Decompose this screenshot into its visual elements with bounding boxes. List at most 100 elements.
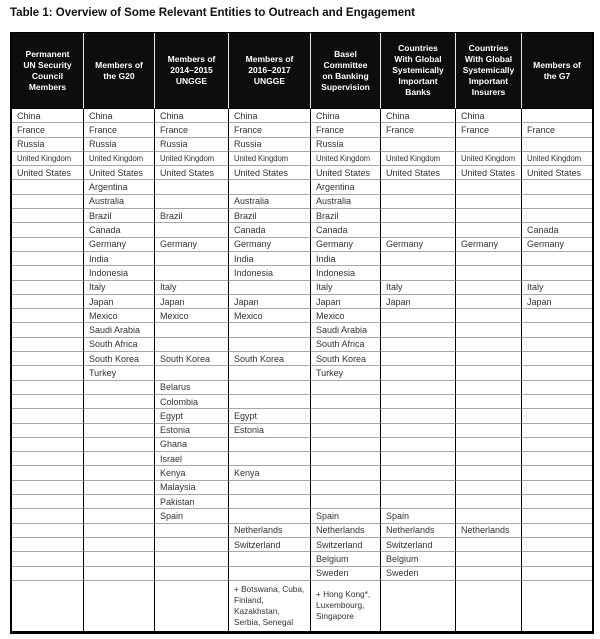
table-row: Netherlands Netherlands Netherlands Netherl… (12, 523, 592, 538)
table-cell: Japan (311, 294, 381, 310)
table-cell: Australia (311, 194, 381, 210)
table-cell: France (12, 123, 84, 138)
table-cell (229, 380, 311, 395)
table-cell: United Kingdom (456, 151, 522, 167)
table-cell (381, 180, 456, 195)
table-cell: Italy (522, 281, 592, 295)
table-cell: + Botswana, Cuba, Finland, Kazakhstan, S… (229, 580, 311, 631)
table-cell (155, 537, 229, 553)
table-cell (12, 194, 84, 210)
table-row: Germany Germany Germany Germany Germany Germa… (12, 237, 592, 252)
table-cell (456, 352, 522, 367)
table-cell: Spain (311, 509, 381, 524)
table-row: Japan Japan Japan Japan Japan Japan (12, 294, 592, 310)
table-cell (456, 223, 522, 238)
table-cell: South Korea (229, 352, 311, 367)
table-cell: Brazil (311, 209, 381, 224)
table-cell (229, 437, 311, 453)
table-cell: Egypt (155, 409, 229, 424)
table-cell (155, 366, 229, 381)
table-cell (381, 223, 456, 238)
table-cell: Russia (311, 137, 381, 152)
table-cell (229, 394, 311, 410)
table-cell (311, 423, 381, 438)
table-cell (84, 409, 155, 424)
table-cell (12, 223, 84, 238)
table-cell: Belgium (381, 552, 456, 567)
table-cell (311, 437, 381, 453)
table-cell: South Africa (84, 337, 155, 353)
table-cell (84, 380, 155, 395)
table-row: Ghana (12, 437, 592, 453)
table-cell: China (381, 109, 456, 124)
table-cell (229, 480, 311, 496)
table-cell: United Kingdom (12, 151, 84, 167)
table-cell: Mexico (311, 309, 381, 324)
table-cell: United States (522, 166, 592, 181)
table-cell (456, 423, 522, 438)
table-cell (229, 452, 311, 467)
table-cell (12, 437, 84, 453)
table-cell (381, 480, 456, 496)
table-cell: Germany (155, 237, 229, 252)
table-cell: United Kingdom (311, 151, 381, 167)
table-cell (522, 138, 592, 152)
table-cell (84, 437, 155, 453)
table-cell: Italy (311, 280, 381, 295)
table-cell (12, 423, 84, 438)
table-row: United States United States United States U… (12, 166, 592, 181)
table-cell: Germany (381, 237, 456, 252)
table-cell: United States (12, 166, 84, 181)
table-cell: Colombia (155, 394, 229, 410)
table-cell (381, 323, 456, 338)
table-cell (456, 309, 522, 324)
table-cell: Indonesia (229, 266, 311, 281)
table-cell (522, 109, 592, 124)
table-cell (12, 480, 84, 496)
table-cell: Japan (381, 294, 456, 310)
table-cell (456, 409, 522, 424)
table-cell (12, 366, 84, 381)
table-cell (456, 452, 522, 467)
table-cell: South Korea (311, 352, 381, 367)
table-cell: United Kingdom (155, 151, 229, 167)
table-cell (84, 523, 155, 538)
table-cell (456, 294, 522, 310)
table-cell (381, 366, 456, 381)
table-cell (84, 452, 155, 467)
table-row: South Africa South Africa (12, 337, 592, 353)
table-cell (12, 251, 84, 267)
table-cell (84, 566, 155, 581)
table-cell: Pakistan (155, 495, 229, 510)
table-cell (12, 337, 84, 353)
table-cell: Brazil (84, 209, 155, 224)
column-header: Permanent UN Security Council Members (12, 33, 84, 109)
table-cell: France (229, 123, 311, 138)
table-cell (12, 209, 84, 224)
table-cell (84, 552, 155, 567)
table-cell (155, 337, 229, 353)
table-row: Turkey Turkey (12, 366, 592, 381)
table-cell: Australia (229, 194, 311, 210)
table-cell (456, 466, 522, 481)
table-cell (522, 438, 592, 453)
table-cell (522, 352, 592, 367)
column-header: Members of 2014–2015 UNGGE (155, 33, 229, 109)
table-cell: United States (381, 166, 456, 181)
table-cell: South Africa (311, 337, 381, 353)
table-row: Spain Spain Spain (12, 509, 592, 524)
table-cell (381, 452, 456, 467)
column-header: Members of the G20 (84, 33, 155, 109)
table-cell: Japan (84, 294, 155, 310)
table-cell (311, 394, 381, 410)
table-cell (381, 466, 456, 481)
table-cell (155, 580, 229, 631)
table-cell: United Kingdom (84, 151, 155, 167)
table-row: France France France France France France Fran… (12, 123, 592, 138)
table-cell: United Kingdom (522, 152, 592, 167)
table-cell: Israel (155, 452, 229, 467)
table-cell (456, 266, 522, 281)
table-row: Pakistan (12, 495, 592, 510)
table-cell: Canada (229, 223, 311, 238)
